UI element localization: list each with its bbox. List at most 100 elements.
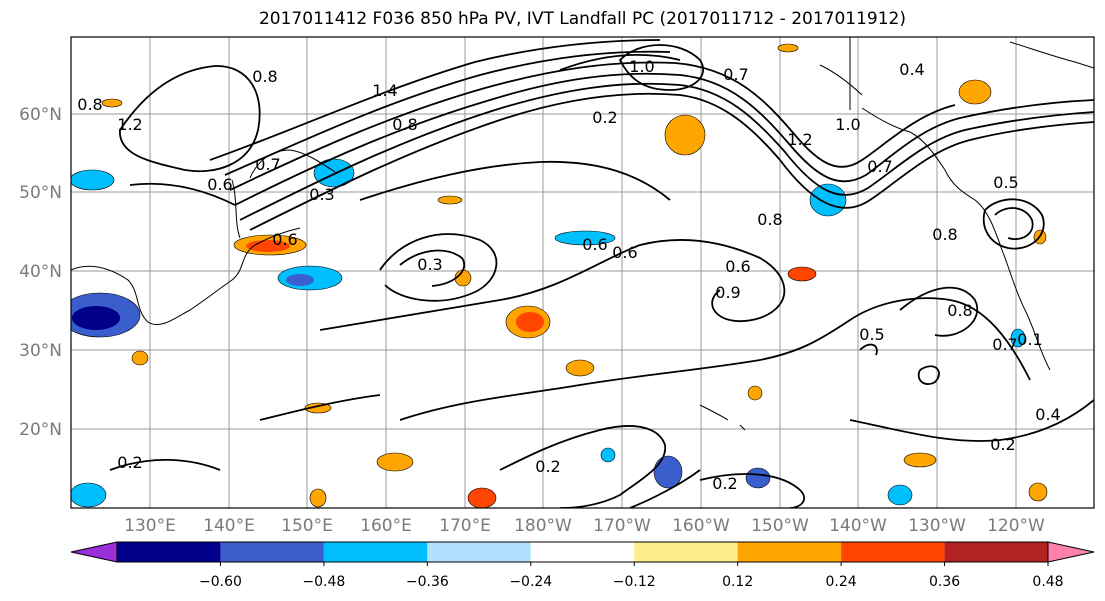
contour-label: 0.7 <box>992 335 1017 354</box>
longitude-labels: 130°E 140°E 150°E 160°E 170°E 180°W 170°W 160°W… <box>124 516 1045 536</box>
lat-label: 40°N <box>19 262 62 282</box>
pv-patch-negative <box>887 484 913 506</box>
pv-patch-negative <box>809 183 847 217</box>
contour-label: 0.8 <box>77 95 102 114</box>
contour-label: 0.8 <box>947 301 972 320</box>
pv-patch-positive <box>376 452 414 472</box>
pv-patch-negative <box>653 455 683 489</box>
colorbar-segment <box>117 542 221 562</box>
contour-label: 0.5 <box>859 325 884 344</box>
contour-label: 0.6 <box>207 175 232 194</box>
contour-label: 0.3 <box>309 185 334 204</box>
pv-shading <box>71 43 1048 508</box>
pv-patch-positive <box>454 269 472 287</box>
colorbar-segment <box>427 542 531 562</box>
colorbar-tick-label: 0.12 <box>722 574 753 590</box>
pv-patch-negative <box>745 467 771 489</box>
contour-label: 0.2 <box>535 457 560 476</box>
lon-label: 180°W <box>514 516 572 536</box>
pv-patch-positive <box>131 350 149 366</box>
contour-label: 1.0 <box>835 115 860 134</box>
colorbar-segment <box>841 542 945 562</box>
colorbar-segment <box>634 542 738 562</box>
colorbar-extend-low <box>70 541 118 563</box>
pv-patch-positive <box>664 114 706 156</box>
contour-label: 0.8 <box>757 210 782 229</box>
lon-label: 170°W <box>593 516 651 536</box>
contour-label: 1.4 <box>372 81 397 100</box>
pv-patch-positive <box>437 195 463 205</box>
pv-patch-positive <box>903 452 937 468</box>
contour-label: 0.9 <box>715 283 740 302</box>
pv-patch-negative <box>71 482 107 508</box>
lon-label: 150°W <box>751 516 809 536</box>
contour-label: 0.6 <box>582 235 607 254</box>
colorbar-tick-label: 0.36 <box>929 574 960 590</box>
pv-patch-negative <box>71 169 115 191</box>
contour-label: 0.2 <box>592 108 617 127</box>
contour-label: 0.6 <box>272 230 297 249</box>
pv-patch-positive <box>467 487 497 508</box>
contour-label: 0.7 <box>867 157 892 176</box>
lon-label: 130°W <box>908 516 966 536</box>
contour-label: 0.4 <box>1035 405 1060 424</box>
lon-label: 120°W <box>987 516 1045 536</box>
lon-label: 160°W <box>672 516 730 536</box>
pv-patch-positive <box>958 79 992 105</box>
lat-label: 60°N <box>19 105 62 125</box>
lat-label: 50°N <box>19 183 62 203</box>
contour-label: 0.4 <box>899 60 924 79</box>
lat-label: 30°N <box>19 341 62 361</box>
contour-label: 1.0 <box>629 57 654 76</box>
contour-label: 0.3 <box>417 255 442 274</box>
colorbar-tick-label: −0.48 <box>302 574 345 590</box>
pv-patch-positive <box>565 359 595 377</box>
contour-label: 0.1 <box>1017 330 1042 349</box>
colorbar-segment <box>737 542 842 562</box>
colorbar-tick-label: −0.60 <box>199 574 242 590</box>
colorbar: −0.60 −0.48 −0.36 −0.24 −0.12 0.12 0.24 0.36 0.4… <box>70 541 1095 590</box>
pv-patch-positive <box>309 488 327 508</box>
pv-patch-positive <box>747 385 763 401</box>
latitude-labels: 60°N 50°N 40°N 30°N 20°N <box>19 105 62 440</box>
contour-label: 0.5 <box>993 173 1018 192</box>
pv-patch-positive <box>1028 482 1048 502</box>
colorbar-tick-label: −0.12 <box>613 574 656 590</box>
colorbar-tick-label: −0.24 <box>509 574 552 590</box>
colorbar-tick-label: 0.48 <box>1032 574 1063 590</box>
lon-label: 150°E <box>281 516 333 536</box>
map-frame <box>70 36 1095 509</box>
contour-label: 0.8 <box>252 67 277 86</box>
colorbar-extend-high <box>1047 541 1095 563</box>
lon-label: 170°E <box>439 516 491 536</box>
pv-patch-positive <box>777 43 799 53</box>
contour-label: 0.6 <box>725 257 750 276</box>
contour-label: 0.7 <box>255 155 280 174</box>
map-title: 2017011412 F036 850 hPa PV, IVT Landfall… <box>258 9 906 29</box>
contour-label: 0.6 <box>612 243 637 262</box>
map-panel: 0.8 1.2 0.6 0.8 1.4 0.8 0.7 0.6 0.3 1.0 0.2 0.7 1.2 1… <box>71 37 1094 508</box>
contour-label: 0.7 <box>723 65 748 84</box>
contour-label: 1.2 <box>787 130 812 149</box>
pv-patch-positive <box>101 98 123 108</box>
lon-label: 140°W <box>829 516 887 536</box>
lon-label: 130°E <box>124 516 176 536</box>
pv-patch-negative <box>554 230 616 246</box>
pv-contours <box>109 39 1094 508</box>
colorbar-segment <box>530 542 635 562</box>
colorbar-segment <box>944 542 1048 562</box>
contour-label: 0.2 <box>712 474 737 493</box>
contour-label: 0.8 <box>392 115 417 134</box>
lon-label: 140°E <box>203 516 255 536</box>
lon-label: 160°E <box>360 516 412 536</box>
pv-patch-negative <box>1010 328 1026 348</box>
contour-label: 0.8 <box>932 225 957 244</box>
lat-label: 20°N <box>19 420 62 440</box>
contour-labels: 0.8 1.2 0.6 0.8 1.4 0.8 0.7 0.6 0.3 1.0 0.2 0.7 1.2 1… <box>77 57 1060 493</box>
contour-label: 1.2 <box>117 115 142 134</box>
contour-label: 0.2 <box>990 435 1015 454</box>
pv-patch-positive <box>787 266 817 282</box>
colorbar-tick-label: 0.24 <box>826 574 857 590</box>
pv-patch-negative <box>313 158 355 188</box>
